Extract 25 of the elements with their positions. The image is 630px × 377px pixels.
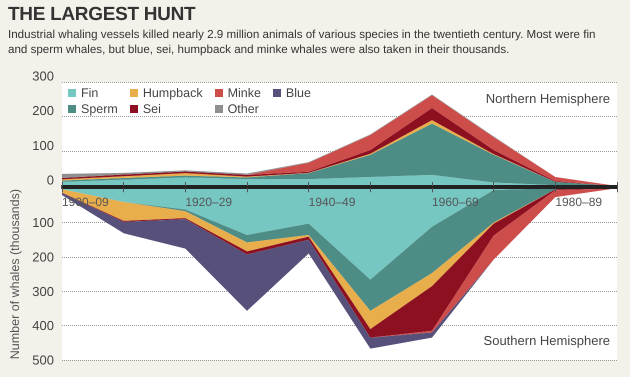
y-tick-label: 400	[32, 318, 54, 334]
legend-label: Sperm	[80, 102, 118, 118]
legend-label: Minke	[226, 86, 261, 102]
y-tick-label: 100	[32, 138, 54, 153]
y-tick-label: 200	[32, 249, 54, 264]
x-tick-label: 1920–29	[185, 195, 232, 210]
y-tick-label: 500	[32, 352, 54, 368]
chart-subtitle: Industrial whaling vessels killed nearly 2.9 million animals of various species in the twentieth century. Most were fin and sperm whales, but blue, sei, humpback and minke whales were also taken in their thousands.	[8, 27, 596, 57]
x-tick-label: 1960–69	[432, 195, 480, 210]
legend-label: Other	[226, 102, 260, 118]
y-tick-label: 100	[32, 215, 54, 230]
y-tick-label: 300	[32, 68, 54, 84]
annotation: Southern Hemisphere	[484, 333, 610, 348]
x-tick-label: 1940–49	[308, 195, 356, 210]
legend-label: Sei	[142, 102, 162, 118]
chart-title: THE LARGEST HUNT	[8, 4, 196, 26]
y-axis-title: Number of whales (thousands)	[8, 188, 22, 360]
legend-label: Humpback	[142, 86, 203, 102]
annotation: Northern Hemisphere	[486, 91, 610, 106]
legend-label: Fin	[80, 86, 100, 102]
y-tick-label: 0	[46, 172, 54, 188]
y-tick-label: 300	[32, 284, 54, 299]
legend-label: Blue	[284, 86, 311, 102]
x-tick-label: 1980–89	[555, 195, 602, 210]
y-tick-label: 200	[32, 103, 54, 118]
